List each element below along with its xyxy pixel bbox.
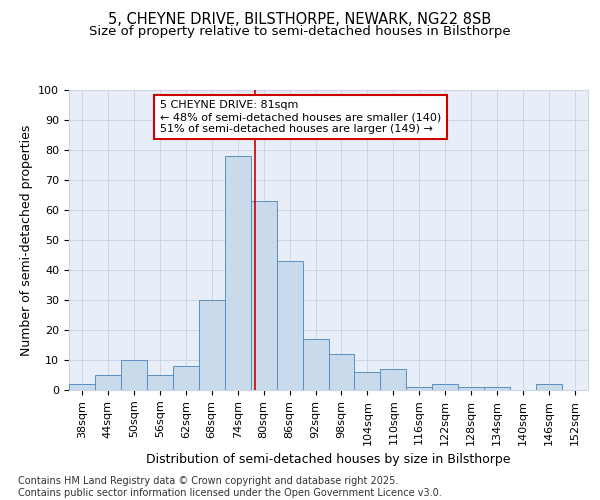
Bar — [432, 384, 458, 390]
Bar — [329, 354, 355, 390]
Bar — [277, 261, 302, 390]
X-axis label: Distribution of semi-detached houses by size in Bilsthorpe: Distribution of semi-detached houses by … — [146, 453, 511, 466]
Bar — [251, 201, 277, 390]
Bar — [380, 369, 406, 390]
Bar — [173, 366, 199, 390]
Text: 5 CHEYNE DRIVE: 81sqm
← 48% of semi-detached houses are smaller (140)
51% of sem: 5 CHEYNE DRIVE: 81sqm ← 48% of semi-deta… — [160, 100, 441, 134]
Bar — [147, 375, 173, 390]
Bar — [458, 387, 484, 390]
Bar — [225, 156, 251, 390]
Text: Contains HM Land Registry data © Crown copyright and database right 2025.
Contai: Contains HM Land Registry data © Crown c… — [18, 476, 442, 498]
Bar — [121, 360, 147, 390]
Bar — [355, 372, 380, 390]
Bar — [302, 339, 329, 390]
Text: Size of property relative to semi-detached houses in Bilsthorpe: Size of property relative to semi-detach… — [89, 25, 511, 38]
Bar — [536, 384, 562, 390]
Bar — [406, 387, 432, 390]
Y-axis label: Number of semi-detached properties: Number of semi-detached properties — [20, 124, 33, 356]
Text: 5, CHEYNE DRIVE, BILSTHORPE, NEWARK, NG22 8SB: 5, CHEYNE DRIVE, BILSTHORPE, NEWARK, NG2… — [109, 12, 491, 28]
Bar — [95, 375, 121, 390]
Bar — [484, 387, 510, 390]
Bar — [69, 384, 95, 390]
Bar — [199, 300, 225, 390]
